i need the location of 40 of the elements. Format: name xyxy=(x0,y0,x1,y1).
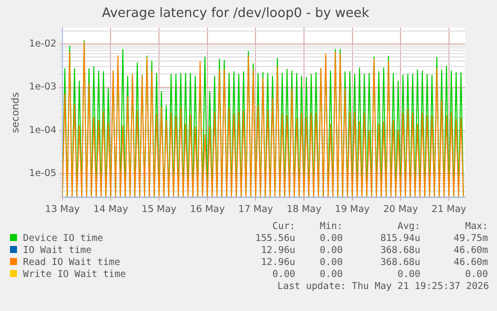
text: 368.68u xyxy=(379,244,422,256)
x-tick-label: 17 May xyxy=(238,204,274,215)
text: Min: xyxy=(318,220,344,232)
text: 46.60m xyxy=(452,244,489,256)
text: 12.96u xyxy=(260,256,296,268)
text: Avg: xyxy=(396,220,422,232)
x-tick-label: 15 May xyxy=(142,204,177,215)
text: 46.60m xyxy=(452,256,489,268)
chart-title: Average latency for /dev/loop0 - by week xyxy=(102,6,370,22)
y-axis-title: seconds xyxy=(10,92,22,134)
text: Cur: xyxy=(271,220,296,232)
y-tick-label: 1e-03 xyxy=(29,82,56,93)
legend-label: Device IO time xyxy=(22,232,104,244)
text: 0.00 xyxy=(464,268,489,280)
text: 815.94u xyxy=(379,232,422,244)
text: Max: xyxy=(464,220,489,232)
text: 0.00 xyxy=(318,268,344,280)
text: 12.96u xyxy=(260,244,296,256)
text: 49.75m xyxy=(452,232,489,244)
legend-label: Read IO Wait time xyxy=(22,256,122,268)
x-tick-label: 18 May xyxy=(286,204,322,215)
legend-label: Write IO Wait time xyxy=(22,268,127,280)
x-tick-label: 13 May xyxy=(45,204,80,215)
text: 0.00 xyxy=(396,268,422,280)
text: 0.00 xyxy=(318,256,344,268)
legend-label: IO Wait time xyxy=(22,244,93,256)
text: 155.56u xyxy=(254,232,296,244)
y-tick-label: 1e-05 xyxy=(29,168,56,180)
text: 0.00 xyxy=(271,268,296,280)
text: 0.00 xyxy=(318,244,344,256)
x-tick-label: 14 May xyxy=(93,204,128,215)
y-tick-label: 1e-04 xyxy=(29,124,56,136)
x-tick-label: 16 May xyxy=(190,204,226,215)
x-tick-label: 21 May xyxy=(432,204,467,215)
x-tick-label: 20 May xyxy=(383,204,418,215)
y-tick-label: 1e-02 xyxy=(29,38,56,50)
text: Last update: Thu May 21 19:25:37 2026 xyxy=(277,281,489,292)
text: 368.68u xyxy=(379,256,422,268)
text: 0.00 xyxy=(318,232,344,244)
x-tick-label: 19 May xyxy=(334,204,370,215)
